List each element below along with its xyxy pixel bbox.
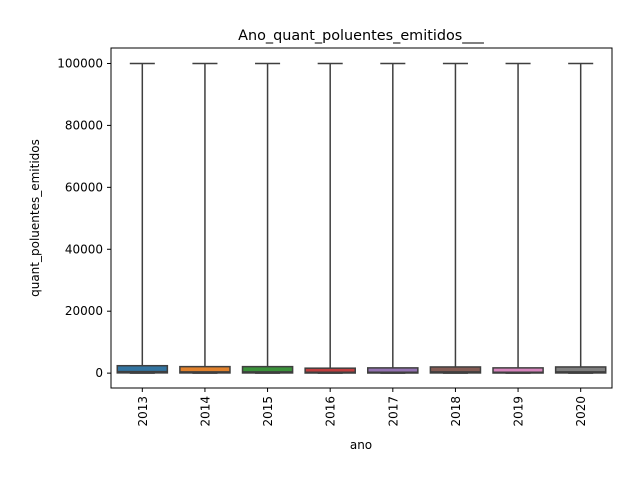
box-iqr: [367, 367, 419, 374]
y-tick-label: 100000: [57, 56, 103, 70]
box-2019: [492, 62, 544, 374]
y-axis: 0 20000 40000 60000 80000 100000: [57, 56, 111, 380]
plot-frame: [110, 47, 613, 389]
y-axis-label: quant_poluentes_emitidos: [28, 139, 42, 297]
x-tick-label: 2014: [198, 396, 212, 427]
box-2018: [429, 62, 482, 374]
y-tick-label: 0: [95, 366, 103, 380]
box-iqr: [492, 367, 544, 374]
x-axis-label: ano: [350, 438, 372, 452]
box-2014: [179, 62, 231, 374]
y-tick-label: 80000: [65, 118, 103, 132]
y-tick-label: 60000: [65, 180, 103, 194]
y-tick-label: 40000: [65, 242, 103, 256]
box-iqr: [241, 365, 294, 374]
box-iqr: [179, 365, 231, 374]
box-2013: [116, 62, 169, 374]
x-tick-label: 2017: [386, 396, 400, 427]
plot-area: [116, 62, 607, 374]
box-iqr: [116, 364, 169, 374]
box-2017: [367, 62, 419, 374]
box-2016: [304, 62, 356, 374]
box-iqr: [429, 366, 482, 374]
y-tick-label: 20000: [65, 304, 103, 318]
x-tick-label: 2015: [261, 396, 275, 427]
box-iqr: [554, 366, 607, 374]
chart-title: Ano_quant_poluentes_emitidos___: [238, 28, 485, 44]
x-tick-label: 2013: [136, 396, 150, 427]
box-2020: [554, 62, 607, 374]
box-2015: [241, 62, 294, 374]
x-tick-label: 2018: [449, 396, 463, 427]
x-tick-label: 2020: [574, 396, 588, 427]
box-iqr: [304, 367, 356, 374]
x-tick-label: 2019: [512, 396, 526, 427]
x-tick-label: 2016: [324, 396, 338, 427]
x-axis: 2013 2014 2015 2016 2017 2018 2019 2020: [136, 388, 588, 427]
